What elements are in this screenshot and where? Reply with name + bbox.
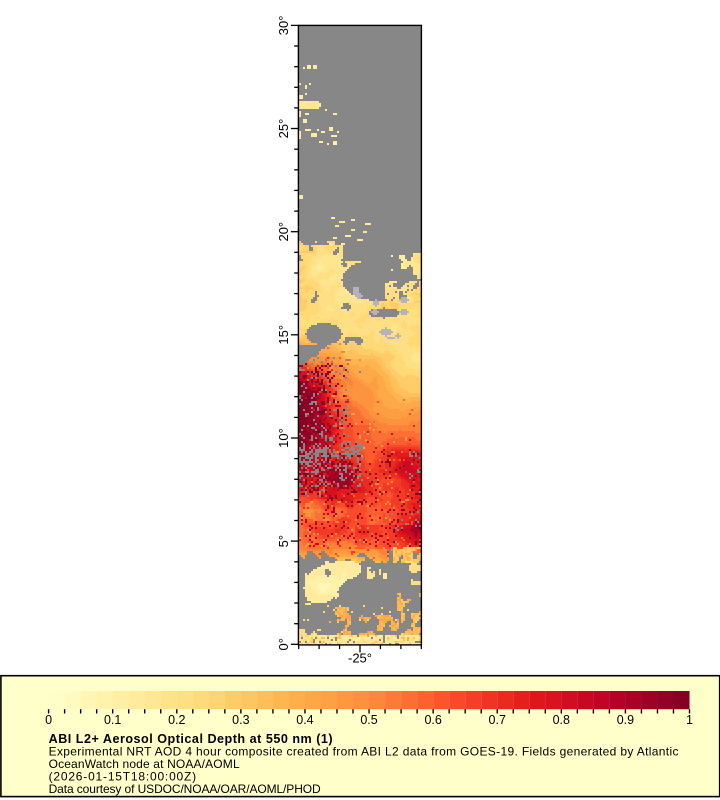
- svg-text:0.4: 0.4: [296, 713, 313, 727]
- svg-text:0.6: 0.6: [424, 713, 441, 727]
- svg-text:1: 1: [686, 713, 693, 727]
- svg-text:0.8: 0.8: [553, 713, 570, 727]
- svg-text:(2026-01-15T18:00:00Z): (2026-01-15T18:00:00Z): [49, 770, 197, 784]
- svg-text:5°: 5°: [276, 535, 291, 547]
- svg-text:0.9: 0.9: [617, 713, 634, 727]
- svg-text:20°: 20°: [276, 222, 291, 242]
- svg-text:0: 0: [45, 713, 52, 727]
- svg-text:ABI L2+ Aerosol Optical Depth: ABI L2+ Aerosol Optical Depth at 550 nm …: [49, 732, 334, 746]
- svg-text:30°: 30°: [276, 16, 291, 36]
- svg-text:-25°: -25°: [348, 651, 372, 666]
- svg-text:OceanWatch node at NOAA/AOML: OceanWatch node at NOAA/AOML: [49, 757, 240, 771]
- svg-text:0.1: 0.1: [104, 713, 121, 727]
- svg-text:0.7: 0.7: [489, 713, 506, 727]
- svg-text:10°: 10°: [276, 428, 291, 448]
- svg-text:0.5: 0.5: [360, 713, 377, 727]
- svg-text:0.3: 0.3: [232, 713, 249, 727]
- svg-text:Experimental NRT AOD 4 hour co: Experimental NRT AOD 4 hour composite cr…: [49, 745, 679, 759]
- svg-text:15°: 15°: [276, 325, 291, 345]
- svg-text:25°: 25°: [276, 119, 291, 139]
- svg-text:0.2: 0.2: [168, 713, 185, 727]
- svg-text:0°: 0°: [276, 638, 291, 650]
- svg-text:Data courtesy of USDOC/NOAA/OA: Data courtesy of USDOC/NOAA/OAR/AOML/PHO…: [49, 782, 321, 796]
